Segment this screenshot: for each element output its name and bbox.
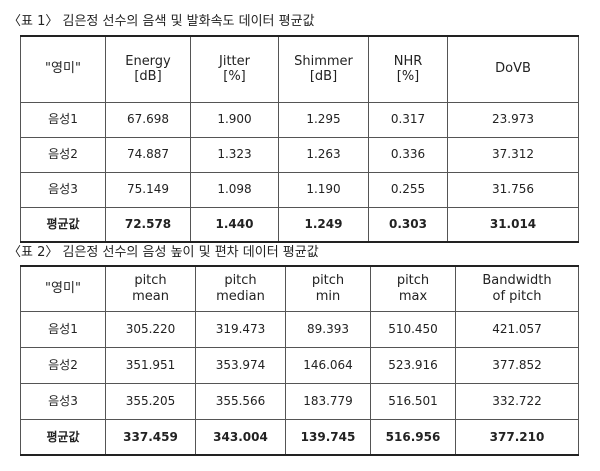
header-row: "영미" pitch mean pitch median pitch min pitch… [20,265,579,312]
header-cell: "영미" [20,265,106,312]
row-label: 음성2 [20,136,106,173]
header-cell: DoVB [447,35,579,103]
table-caption: 〈표 2〉 김은정 선수의 음성 높이 및 편차 데이터 평균값 [8,245,319,260]
header-cell: pitch median [195,265,286,312]
cell: 67.698 [105,101,191,138]
header-cell: pitch mean [105,265,196,312]
header-cell: Energy [dB] [105,35,191,103]
cell: 343.004 [195,418,286,456]
data-table: "영미" pitch mean pitch median pitch min pitch… [20,265,579,456]
cell: 377.210 [455,418,579,456]
cell: 0.336 [368,136,448,173]
row-label: 음성3 [20,171,106,208]
table-caption: 〈표 1〉 김은정 선수의 음색 및 발화속도 데이터 평균값 [8,14,315,29]
table-row: 음성2 74.887 1.323 1.263 0.336 37.312 [20,136,579,173]
table-row: 음성1 67.698 1.900 1.295 0.317 23.973 [20,101,579,138]
cell: 510.450 [370,310,456,348]
cell: 1.440 [190,206,279,243]
row-label: 평균값 [20,418,106,456]
cell: 516.501 [370,382,456,420]
header-cell: Jitter [%] [190,35,279,103]
table-row: 음성3 75.149 1.098 1.190 0.255 31.756 [20,171,579,208]
row-label: 음성2 [20,346,106,384]
header-cell: pitch max [370,265,456,312]
cell: 146.064 [285,346,371,384]
cell: 183.779 [285,382,371,420]
cell: 72.578 [105,206,191,243]
cell: 351.951 [105,346,196,384]
row-label: 평균값 [20,206,106,243]
cell: 23.973 [447,101,579,138]
cell: 37.312 [447,136,579,173]
header-cell: NHR [%] [368,35,448,103]
cell: 0.255 [368,171,448,208]
table-row: 음성2 351.951 353.974 146.064 523.916 377.852 [20,346,579,384]
row-label: 음성3 [20,382,106,420]
cell: 31.014 [447,206,579,243]
header-cell: "영미" [20,35,106,103]
cell: 516.956 [370,418,456,456]
cell: 421.057 [455,310,579,348]
cell: 1.249 [278,206,369,243]
cell: 1.263 [278,136,369,173]
table-row: 음성3 355.205 355.566 183.779 516.501 332.722 [20,382,579,420]
cell: 139.745 [285,418,371,456]
table-row: 평균값 72.578 1.440 1.249 0.303 31.014 [20,206,579,243]
cell: 1.323 [190,136,279,173]
cell: 337.459 [105,418,196,456]
cell: 0.303 [368,206,448,243]
table-row: 평균값 337.459 343.004 139.745 516.956 377.210 [20,418,579,456]
header-row: "영미" Energy [dB] Jitter [%] Shimmer [dB] NHR… [20,35,579,103]
cell: 1.190 [278,171,369,208]
cell: 1.900 [190,101,279,138]
cell: 305.220 [105,310,196,348]
cell: 353.974 [195,346,286,384]
table-row: 음성1 305.220 319.473 89.393 510.450 421.057 [20,310,579,348]
row-label: 음성1 [20,101,106,138]
cell: 31.756 [447,171,579,208]
cell: 0.317 [368,101,448,138]
header-cell: pitch min [285,265,371,312]
header-cell: Bandwidth of pitch [455,265,579,312]
row-label: 음성1 [20,310,106,348]
cell: 355.566 [195,382,286,420]
cell: 1.295 [278,101,369,138]
cell: 1.098 [190,171,279,208]
header-cell: Shimmer [dB] [278,35,369,103]
cell: 332.722 [455,382,579,420]
cell: 74.887 [105,136,191,173]
cell: 89.393 [285,310,371,348]
cell: 523.916 [370,346,456,384]
cell: 75.149 [105,171,191,208]
cell: 319.473 [195,310,286,348]
data-table: "영미" Energy [dB] Jitter [%] Shimmer [dB] NHR… [20,35,579,243]
cell: 355.205 [105,382,196,420]
cell: 377.852 [455,346,579,384]
